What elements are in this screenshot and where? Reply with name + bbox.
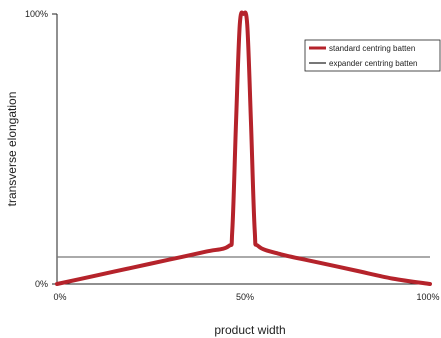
y-tick-label-0: 0%: [35, 279, 48, 289]
legend-label-standard: standard centring batten: [329, 44, 415, 53]
series-line-standard-centring-batten: [55, 10, 432, 286]
x-axis-title: product width: [214, 323, 285, 337]
x-tick-label-0: 0%: [53, 292, 66, 302]
y-tick-label-1: 100%: [25, 9, 48, 19]
x-tick-label-2: 100%: [416, 292, 439, 302]
x-tick-label-1: 50%: [236, 292, 254, 302]
legend-box: [304, 39, 441, 72]
legend: standard centring batten expander centri…: [304, 39, 441, 72]
legend-label-expander: expander centring batten: [329, 59, 418, 68]
y-axis-title: transverse elongation: [5, 92, 19, 207]
